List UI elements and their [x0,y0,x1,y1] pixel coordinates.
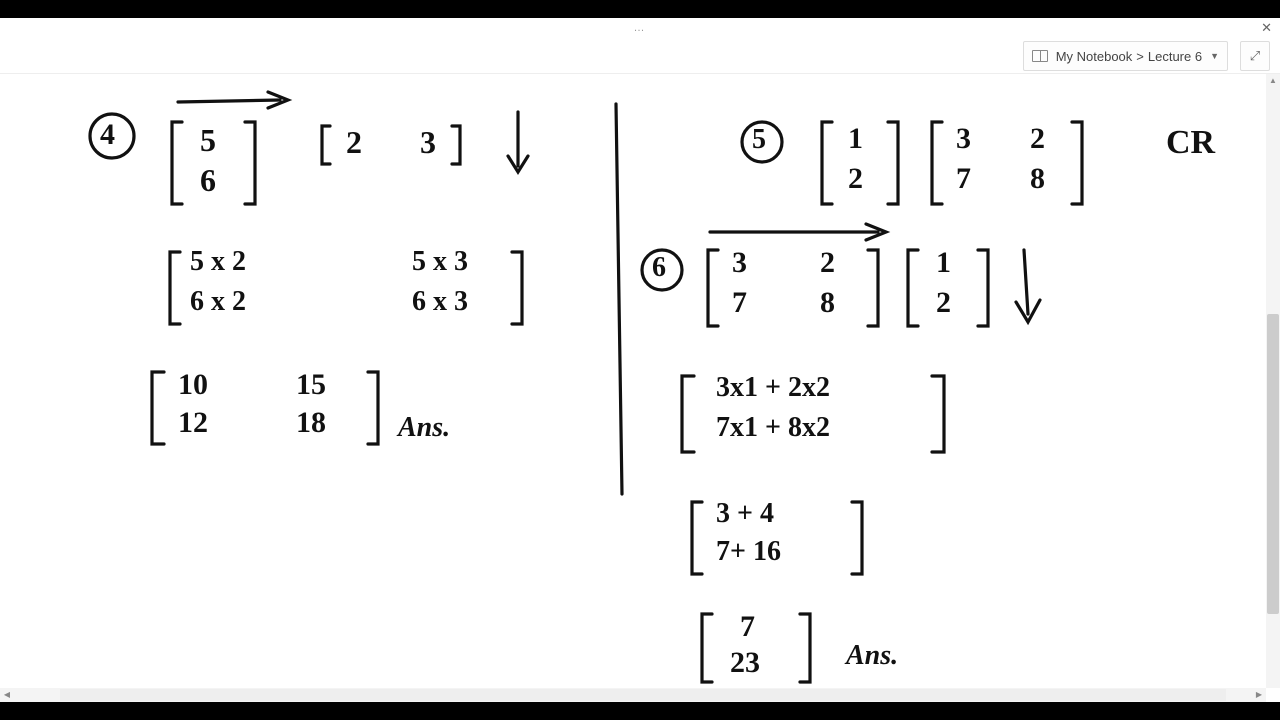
close-icon[interactable]: ✕ [1261,20,1272,36]
breadcrumb-page: Lecture 6 [1148,49,1202,64]
p6-cv-0: 1 [936,246,951,280]
p5-m-01: 2 [1030,122,1045,156]
p6-m-10: 7 [732,286,747,320]
p4-rowvec-0: 2 [346,124,362,161]
chevron-down-icon[interactable]: ▼ [1210,51,1219,61]
p6-res-1: 23 [730,646,760,680]
scroll-thumb[interactable] [1267,314,1279,614]
p6-s1-1: 7x1 + 8x2 [716,412,830,444]
label-4: 4 [100,118,115,152]
p6-m-11: 8 [820,286,835,320]
drag-dots-icon[interactable]: … [634,22,647,34]
p5-m-10: 7 [956,162,971,196]
label-6: 6 [652,252,666,284]
notebook-icon [1032,50,1048,62]
expand-icon: ⤢ [1250,48,1260,64]
breadcrumb-sep: > [1136,49,1144,64]
scroll-left-icon[interactable]: ◀ [0,688,14,702]
p4-ans: Ans. [398,412,450,444]
p4-res-10: 12 [178,406,208,440]
p6-s1-0: 3x1 + 2x2 [716,372,830,404]
ink-canvas[interactable]: 4 5 6 2 3 5 x 2 5 x 3 6 x 2 6 x 3 10 15 … [0,74,1280,702]
hscroll-track[interactable] [60,689,1226,701]
p4-res-01: 15 [296,368,326,402]
p4-res-11: 18 [296,406,326,440]
letterbox-bottom [0,702,1280,720]
onenote-window: … ✕ My Notebook > Lecture 6 ▼ ⤢ [0,18,1280,702]
p4-colvec-0: 5 [200,122,216,159]
vertical-scrollbar[interactable]: ▲ [1266,74,1280,688]
label-5: 5 [752,124,766,156]
p6-ans: Ans. [846,640,898,672]
p6-res-0: 7 [740,610,755,644]
fullscreen-button[interactable]: ⤢ [1240,41,1270,71]
letterbox-top [0,0,1280,18]
p6-m-01: 2 [820,246,835,280]
p4-res-00: 10 [178,368,208,402]
p5-cv-1: 2 [848,162,863,196]
p4-colvec-1: 6 [200,162,216,199]
p6-s2-0: 3 + 4 [716,498,774,530]
scroll-up-icon[interactable]: ▲ [1266,74,1280,88]
breadcrumb[interactable]: My Notebook > Lecture 6 ▼ [1023,41,1228,71]
p4-work-00: 5 x 2 [190,246,246,278]
p4-work-11: 6 x 3 [412,286,468,318]
p5-m-00: 3 [956,122,971,156]
title-strip: … ✕ [0,18,1280,38]
cr-label: CR [1166,124,1215,162]
p4-work-01: 5 x 3 [412,246,468,278]
p6-m-00: 3 [732,246,747,280]
breadcrumb-notebook: My Notebook [1056,49,1133,64]
p6-s2-1: 7+ 16 [716,536,781,568]
horizontal-scrollbar[interactable]: ◀ ▶ [0,688,1266,702]
p5-cv-0: 1 [848,122,863,156]
p4-rowvec-1: 3 [420,124,436,161]
scroll-right-icon[interactable]: ▶ [1252,688,1266,702]
p5-m-11: 8 [1030,162,1045,196]
p4-work-10: 6 x 2 [190,286,246,318]
toolbar: My Notebook > Lecture 6 ▼ ⤢ [0,38,1280,74]
p6-cv-1: 2 [936,286,951,320]
